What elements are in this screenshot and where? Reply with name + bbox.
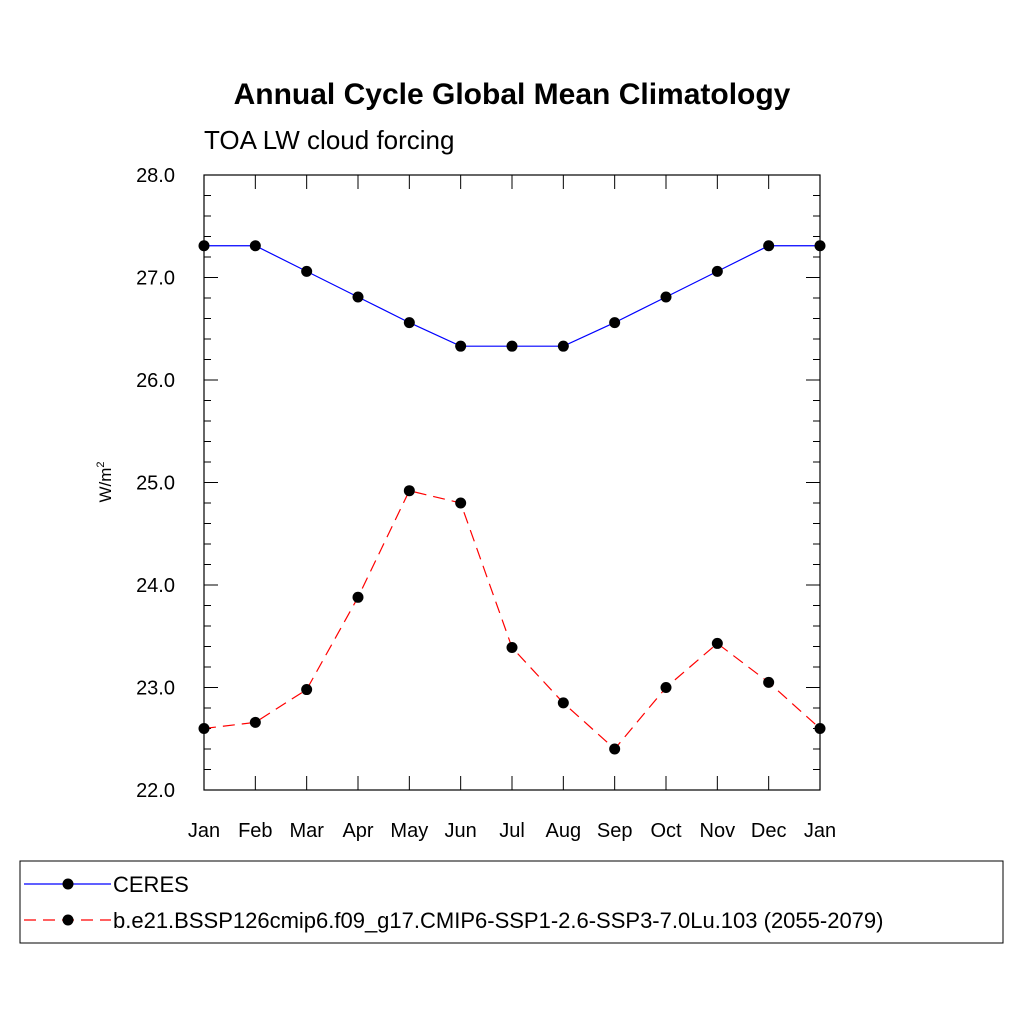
plot-border: [203, 174, 821, 791]
data-point-series-0: [198, 240, 210, 252]
axis-ticks: [203, 174, 821, 791]
x-tick-label: Apr: [342, 820, 373, 842]
y-tick-label: 22.0: [136, 780, 175, 802]
chart-title: Annual Cycle Global Mean Climatology: [234, 78, 791, 111]
tick-labels: Jan Feb Mar Apr May Jun Jul Aug Sep Oct Nov Dec Jan 2…: [136, 165, 836, 842]
data-point-series-0: [249, 240, 261, 252]
data-point-series-1: [660, 682, 672, 693]
data-point-series-1: [763, 676, 775, 688]
x-tick-label: May: [390, 820, 428, 842]
data-point-series-0: [557, 340, 569, 352]
x-tick-label: Oct: [650, 820, 682, 842]
x-tick-label: Sep: [597, 820, 633, 842]
data-point-series-1: [301, 684, 313, 696]
x-tick-label: Jan: [188, 820, 220, 842]
legend-marker-0: [62, 878, 74, 890]
x-tick-label: Jul: [499, 820, 525, 842]
data-point-series-0: [506, 340, 518, 352]
y-tick-label: 25.0: [136, 473, 175, 495]
legend-box: [19, 860, 1004, 944]
x-tick-label: Mar: [289, 820, 324, 842]
x-tick-label: Jun: [445, 820, 477, 842]
y-tick-label: 28.0: [136, 165, 175, 187]
data-point-series-0: [763, 240, 775, 252]
y-tick-label: 23.0: [136, 678, 175, 700]
data-point-series-0: [609, 317, 621, 329]
legend-label-1: b.e21.BSSP126cmip6.f09_g17.CMIP6-SSP1-2.…: [113, 908, 883, 933]
data-point-series-1: [506, 642, 518, 654]
x-tick-label: Aug: [546, 820, 582, 842]
data-point-series-1: [711, 637, 723, 649]
data-point-series-1: [455, 497, 467, 509]
legend-marker-1: [62, 914, 74, 926]
series-line-1: [203, 490, 821, 750]
data-point-series-1: [352, 591, 364, 603]
data-point-series-1: [814, 723, 826, 734]
data-point-series-0: [660, 291, 672, 303]
data-point-series-1: [198, 723, 210, 734]
data-point-series-0: [301, 265, 313, 277]
legend: CERES b.e21.BSSP126cmip6.f09_g17.CMIP6-SS…: [19, 860, 1004, 944]
y-axis-label: W/m2: [95, 461, 115, 502]
data-point-series-0: [403, 317, 415, 329]
data-point-series-1: [609, 743, 621, 755]
data-point-series-1: [403, 485, 415, 497]
data-point-series-0: [352, 291, 364, 303]
series-line-0: [204, 245, 820, 347]
x-tick-label: Feb: [238, 820, 272, 842]
y-axis-label-superscript: 2: [95, 461, 107, 467]
data-point-series-1: [249, 716, 261, 728]
legend-label-0: CERES: [113, 872, 189, 897]
y-axis-label-base: W/m: [96, 468, 115, 503]
y-tick-label: 24.0: [136, 575, 175, 597]
data-point-series-0: [711, 265, 723, 277]
svg-text:W/m2: W/m2: [95, 461, 115, 502]
x-tick-label: Nov: [700, 820, 736, 842]
y-tick-label: 27.0: [136, 268, 175, 290]
y-tick-label: 26.0: [136, 370, 175, 392]
data-point-series-0: [814, 240, 826, 252]
chart-subtitle: TOA LW cloud forcing: [204, 125, 454, 155]
x-tick-label: Jan: [804, 820, 836, 842]
series-layer: [198, 240, 826, 755]
x-tick-label: Dec: [751, 820, 787, 842]
plot-frame: [203, 174, 821, 791]
data-point-series-0: [455, 340, 467, 352]
data-point-series-1: [557, 697, 569, 709]
